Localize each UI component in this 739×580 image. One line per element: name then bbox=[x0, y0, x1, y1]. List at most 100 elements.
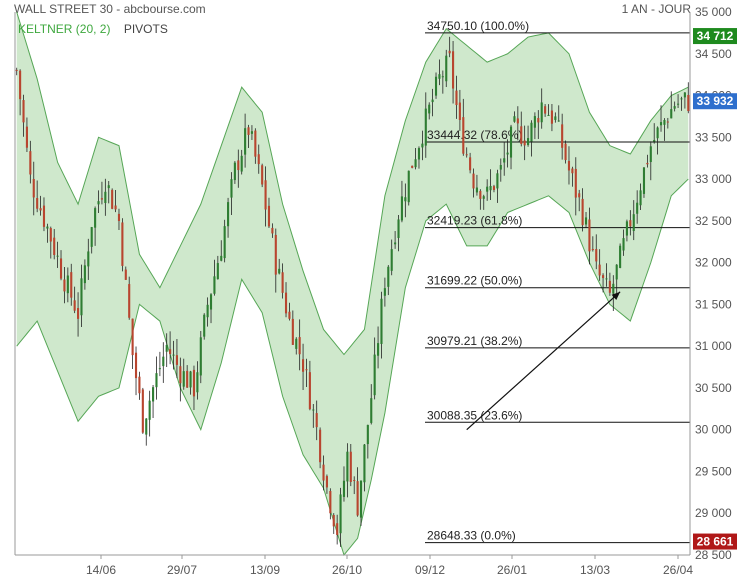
candle-body bbox=[359, 480, 363, 518]
candle-body bbox=[66, 275, 69, 294]
candle-body bbox=[428, 104, 431, 114]
fib-label: 30088.35 (23.6%) bbox=[427, 408, 522, 422]
candle-body bbox=[312, 409, 315, 411]
fib-label: 33444.32 (78.6%) bbox=[427, 128, 522, 142]
candle-body bbox=[639, 190, 642, 206]
candle-body bbox=[165, 344, 168, 352]
candle-body bbox=[230, 179, 233, 198]
price-badge-text: 33 932 bbox=[697, 94, 734, 108]
candle-body bbox=[94, 208, 97, 228]
candle-body bbox=[380, 298, 383, 344]
candle-body bbox=[397, 219, 400, 238]
candle-body bbox=[598, 264, 601, 276]
y-tick-label: 29 500 bbox=[695, 464, 732, 478]
candle-body bbox=[111, 189, 114, 209]
y-tick-label: 34 500 bbox=[695, 47, 732, 61]
candle-body bbox=[581, 198, 584, 226]
candle-body bbox=[240, 155, 243, 172]
candle-body bbox=[445, 55, 448, 82]
candle-body bbox=[216, 263, 219, 280]
candle-body bbox=[390, 249, 393, 271]
candle-body bbox=[59, 258, 63, 279]
candle-body bbox=[192, 369, 196, 397]
candle-body bbox=[547, 114, 550, 116]
candle-body bbox=[298, 337, 301, 355]
candle-body bbox=[561, 124, 564, 148]
candle-body bbox=[325, 476, 328, 488]
candle-body bbox=[653, 139, 656, 142]
candle-body bbox=[584, 217, 588, 225]
candle-body bbox=[492, 186, 496, 190]
candle-body bbox=[80, 278, 83, 316]
candle-body bbox=[602, 275, 605, 279]
candle-body bbox=[83, 265, 86, 284]
fibonacci-levels: 34750.10 (100.0%) 33444.32 (78.6%) 32419.2… bbox=[425, 19, 690, 544]
candle-body bbox=[278, 268, 281, 274]
candle-body bbox=[523, 140, 526, 146]
candle-body bbox=[336, 523, 339, 535]
x-tick-label: 09/12 bbox=[415, 563, 445, 577]
candle-body bbox=[434, 76, 438, 96]
candle-body bbox=[73, 300, 76, 311]
y-tick-label: 31 500 bbox=[695, 297, 732, 311]
candle-body bbox=[36, 198, 39, 209]
y-tick-label: 33 000 bbox=[695, 172, 732, 186]
candle-body bbox=[244, 128, 247, 155]
candle-body bbox=[247, 127, 250, 135]
candle-body bbox=[213, 276, 216, 294]
candle-body bbox=[608, 280, 611, 293]
x-tick-label: 14/06 bbox=[86, 563, 116, 577]
candle-body bbox=[124, 269, 127, 280]
candle-body bbox=[203, 314, 206, 337]
candle-body bbox=[482, 196, 485, 199]
candle-body bbox=[605, 278, 608, 280]
candle-body bbox=[42, 205, 46, 227]
fib-label: 34750.10 (100.0%) bbox=[427, 19, 529, 33]
candle-body bbox=[107, 185, 110, 189]
candle-body bbox=[284, 292, 288, 314]
candle-body bbox=[63, 279, 66, 292]
candle-body bbox=[530, 122, 533, 142]
candle-body bbox=[404, 197, 407, 202]
candle-body bbox=[615, 264, 618, 280]
candle-body bbox=[363, 444, 366, 483]
candle-body bbox=[319, 429, 322, 463]
candle-body bbox=[349, 451, 352, 482]
candle-body bbox=[131, 318, 134, 356]
candle-body bbox=[588, 219, 591, 252]
candle-body bbox=[261, 165, 264, 185]
candle-body bbox=[567, 160, 571, 171]
candle-body bbox=[267, 205, 271, 227]
legend-keltner[interactable]: KELTNER (20, 2) bbox=[18, 22, 111, 36]
candle-body bbox=[175, 355, 178, 365]
candle-body bbox=[544, 106, 547, 114]
y-tick-label: 32 000 bbox=[695, 256, 732, 270]
candle-body bbox=[128, 284, 131, 318]
candle-body bbox=[53, 237, 56, 255]
candle-body bbox=[424, 108, 427, 146]
candle-body bbox=[274, 234, 277, 275]
legend-pivots[interactable]: PIVOTS bbox=[123, 22, 168, 36]
candle-body bbox=[533, 116, 536, 128]
price-badge-high bbox=[693, 28, 737, 45]
candle-body bbox=[516, 118, 519, 124]
candle-body bbox=[506, 152, 509, 155]
candle-body bbox=[666, 121, 669, 123]
trend-arrow bbox=[466, 291, 621, 431]
candle-body bbox=[486, 186, 489, 192]
candle-body bbox=[452, 51, 455, 89]
keltner-band-fill bbox=[16, 12, 689, 555]
candle-body bbox=[356, 481, 359, 516]
candle-body bbox=[49, 228, 52, 242]
candle-body bbox=[557, 120, 560, 122]
period-label[interactable]: 1 AN - JOUR bbox=[621, 2, 691, 16]
candle-body bbox=[472, 173, 475, 189]
candle-body bbox=[209, 294, 213, 310]
candle-body bbox=[295, 338, 298, 349]
x-tick-label: 29/07 bbox=[167, 563, 197, 577]
candle-body bbox=[342, 480, 346, 497]
candle-body bbox=[189, 371, 192, 388]
candle-body bbox=[417, 148, 421, 160]
candle-body bbox=[179, 366, 182, 384]
